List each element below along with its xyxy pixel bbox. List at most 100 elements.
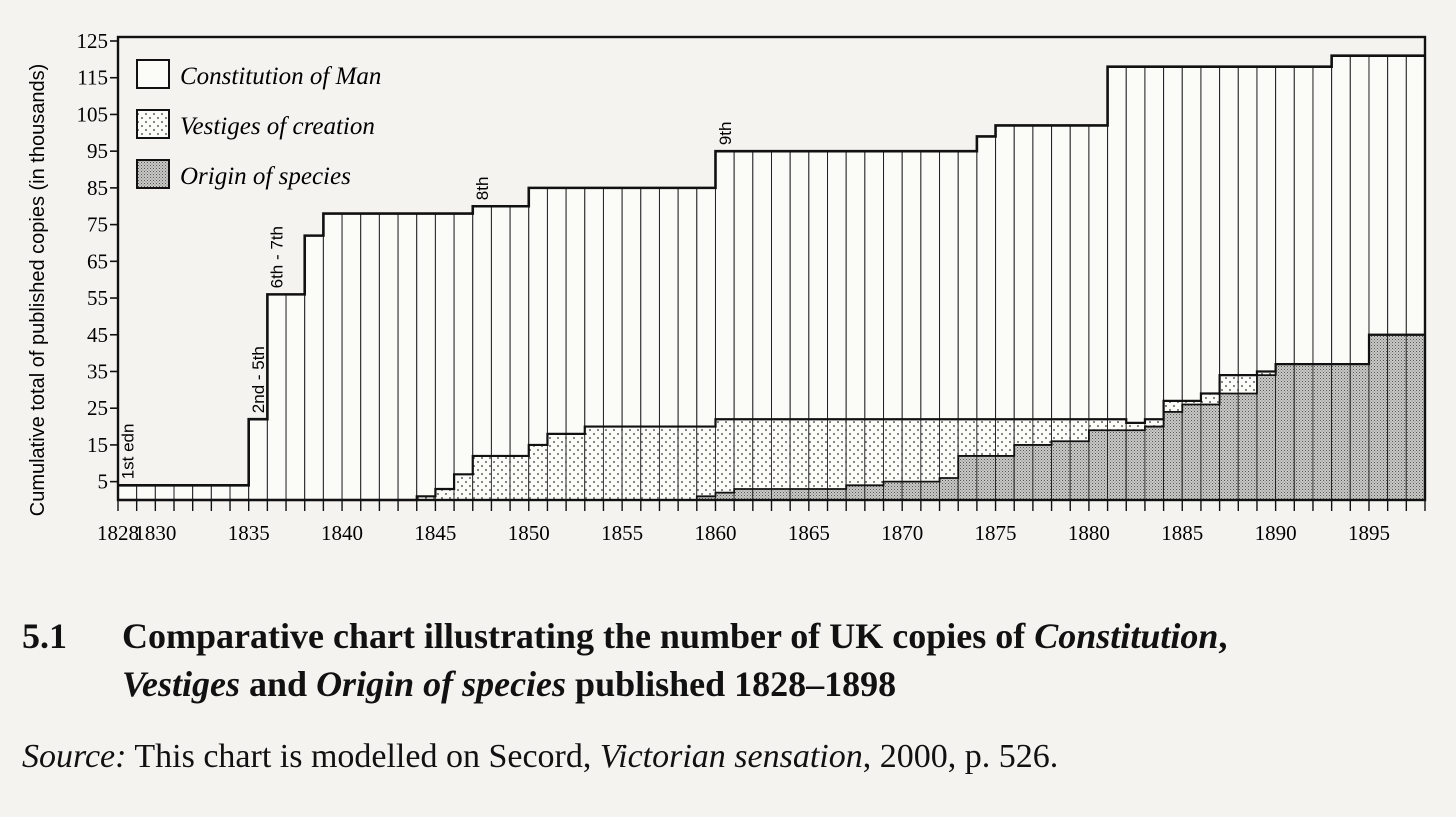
bar-origin	[1331, 363, 1351, 501]
bar-origin	[1051, 440, 1071, 501]
year-bar-1866	[827, 150, 847, 501]
year-bar-1830	[154, 484, 175, 501]
bar-vestiges	[547, 433, 567, 501]
year-bar-1835	[248, 418, 268, 501]
bar-origin	[1349, 363, 1370, 501]
x-tick-label: 1835	[228, 521, 270, 545]
year-bar-1840	[341, 213, 362, 501]
year-bar-1851	[546, 187, 567, 501]
y-tick-label: 105	[77, 102, 109, 126]
bar-origin	[1125, 429, 1146, 501]
bar-constitution	[416, 213, 436, 501]
bar-constitution	[304, 235, 324, 501]
bar-vestiges	[696, 426, 716, 501]
bar-vestiges	[827, 418, 847, 501]
legend-label: Vestiges of creation	[180, 113, 375, 140]
year-bar-1885	[1181, 66, 1202, 501]
year-bar-1878	[1051, 124, 1071, 501]
x-tick-label: 1855	[601, 521, 643, 545]
caption-part: ,	[1218, 616, 1228, 656]
year-bar-1894	[1349, 55, 1370, 501]
year-bar-1863	[771, 150, 791, 501]
year-bar-1881	[1107, 66, 1127, 501]
legend-swatch-dotted	[136, 109, 170, 139]
bar-constitution	[173, 484, 194, 501]
year-bar-1853	[584, 187, 604, 501]
caption-title-vestiges: Vestiges	[122, 664, 241, 704]
y-tick-label: 115	[77, 66, 108, 90]
year-bar-1896	[1387, 55, 1407, 501]
year-bar-1874	[976, 135, 997, 501]
bar-constitution	[322, 213, 343, 501]
year-bar-1889	[1256, 66, 1277, 501]
bar-origin	[995, 455, 1015, 501]
year-bar-1887	[1219, 66, 1239, 501]
caption-part: Comparative chart illustrating the numbe…	[122, 616, 1035, 656]
year-bar-1890	[1275, 66, 1295, 501]
caption-text: Comparative chart illustrating the numbe…	[122, 612, 1432, 708]
bar-constitution	[360, 213, 380, 501]
year-bar-1888	[1237, 66, 1258, 501]
year-bar-1861	[733, 150, 754, 501]
bar-constitution	[136, 484, 156, 501]
y-tick-label: 25	[87, 396, 108, 420]
x-tick-label: 1870	[881, 521, 923, 545]
bar-constitution	[229, 484, 250, 501]
year-bar-1876	[1013, 124, 1034, 501]
y-axis-label: Cumulative total of published copies (in…	[27, 64, 49, 516]
bar-origin	[1256, 374, 1277, 501]
bar-vestiges	[789, 418, 810, 501]
edition-label: 1st edn	[118, 424, 137, 480]
x-tick-label: 1840	[321, 521, 363, 545]
bar-vestiges	[640, 426, 660, 501]
bar-vestiges	[472, 455, 492, 501]
legend: Constitution of Man Vestiges of creation O…	[136, 59, 381, 190]
y-tick-label: 125	[77, 29, 109, 53]
bar-origin	[808, 488, 828, 501]
bar-vestiges	[621, 426, 642, 501]
y-tick-label: 45	[87, 323, 108, 347]
year-bar-1852	[565, 187, 586, 501]
bar-origin	[1088, 429, 1108, 501]
x-tick-label: 1845	[414, 521, 456, 545]
bar-constitution	[266, 293, 287, 501]
y-tick-label: 35	[87, 359, 108, 383]
bar-origin	[1144, 426, 1165, 501]
year-bar-1837	[285, 293, 306, 501]
bar-vestiges	[733, 418, 754, 501]
year-bar-1891	[1293, 66, 1314, 501]
bar-origin	[1013, 444, 1034, 501]
bar-vestiges	[603, 426, 623, 501]
year-bar-1864	[789, 150, 810, 501]
legend-label: Constitution of Man	[180, 63, 381, 90]
bar-origin	[1237, 393, 1258, 501]
bar-origin	[1163, 411, 1183, 501]
bar-origin	[1219, 393, 1239, 501]
bar-vestiges	[771, 418, 791, 501]
bar-origin	[883, 481, 903, 501]
bar-constitution	[117, 484, 138, 501]
y-tick-label: 65	[87, 249, 108, 273]
year-bar-1883	[1144, 66, 1165, 501]
source-text: This chart is modelled on Secord,	[126, 738, 600, 775]
year-bar-1892	[1312, 66, 1333, 501]
bar-origin	[1275, 363, 1295, 501]
bar-origin	[1368, 334, 1389, 501]
bar-origin	[827, 488, 847, 501]
year-bar-1882	[1125, 66, 1146, 501]
year-bar-1880	[1088, 124, 1109, 501]
bar-vestiges	[677, 426, 698, 501]
year-bar-1834	[229, 484, 250, 501]
year-bar-1869	[883, 150, 903, 501]
year-bar-1857	[658, 187, 679, 501]
legend-swatch-dense	[136, 159, 170, 189]
caption-number: 5.1	[22, 616, 67, 656]
legend-label: Origin of species	[180, 163, 351, 190]
caption-part: published 1828–1898	[566, 664, 897, 704]
caption-title-origin: Origin of species	[316, 664, 567, 704]
bar-origin	[1200, 404, 1221, 501]
edition-label: 8th	[473, 177, 492, 201]
year-bar-1871	[920, 150, 941, 501]
year-bar-1895	[1368, 55, 1389, 501]
